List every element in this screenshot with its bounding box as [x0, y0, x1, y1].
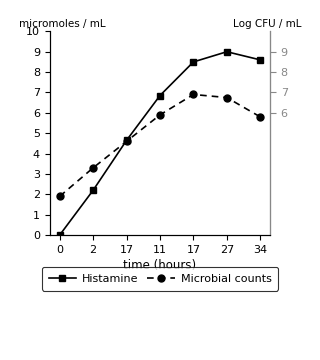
- Legend: Histamine, Microbial counts: Histamine, Microbial counts: [42, 267, 278, 291]
- Text: Log CFU / mL: Log CFU / mL: [233, 19, 301, 29]
- Text: micromoles / mL: micromoles / mL: [19, 19, 106, 29]
- X-axis label: time (hours): time (hours): [124, 259, 196, 272]
